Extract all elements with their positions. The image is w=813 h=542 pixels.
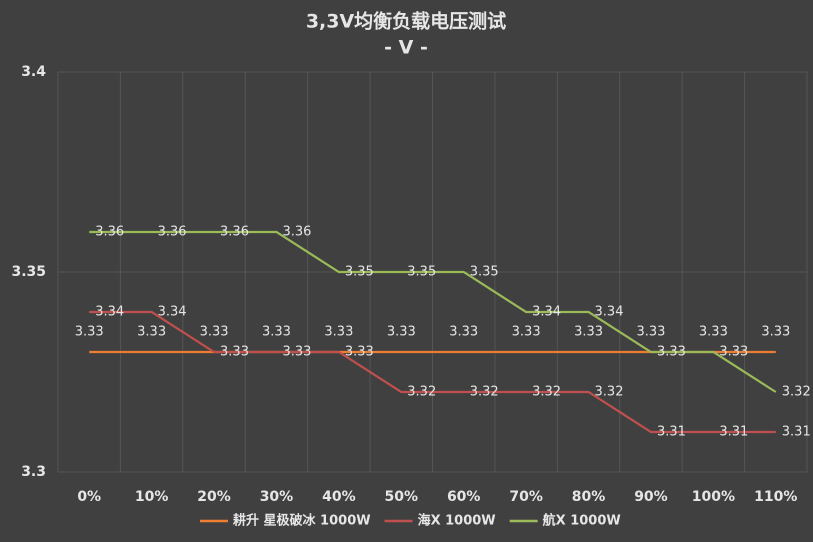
data-label: 3.33 [636,325,665,340]
data-label: 3.36 [158,225,187,240]
legend-label: 航X 1000W [543,513,621,529]
data-label: 3.31 [719,425,748,440]
data-label: 3.32 [595,385,624,400]
data-label: 3.35 [470,265,499,280]
data-label: 3.31 [657,425,686,440]
chart-subtitle: - V - [384,37,428,59]
data-label: 3.35 [345,265,374,280]
x-tick-label: 30% [260,489,294,505]
data-label: 3.32 [407,385,436,400]
x-tick-label: 40% [322,489,356,505]
data-label: 3.33 [324,325,353,340]
data-label: 3.33 [282,345,311,360]
data-label: 3.36 [95,225,124,240]
data-label: 3.33 [137,325,166,340]
series-line [89,230,777,393]
x-tick-label: 0% [77,489,101,505]
data-label: 3.32 [782,385,811,400]
data-label: 3.36 [220,225,249,240]
data-label: 3.33 [345,345,374,360]
data-label: 3.36 [282,225,311,240]
data-label: 3.34 [158,305,187,320]
y-tick-label: 3.35 [11,264,46,280]
y-tick-label: 3.3 [21,464,46,480]
x-tick-label: 80% [572,489,606,505]
legend-label: 耕升 星极破冰 1000W [233,513,371,529]
data-label: 3.33 [262,325,291,340]
x-tick-label: 90% [634,489,668,505]
data-label: 3.31 [782,425,811,440]
x-tick-label: 10% [135,489,169,505]
legend-label: 海X 1000W [418,513,496,529]
data-label: 3.33 [387,325,416,340]
data-label: 3.34 [95,305,124,320]
x-tick-label: 70% [509,489,543,505]
x-tick-label: 60% [447,489,481,505]
x-tick-label: 20% [197,489,231,505]
data-label: 3.33 [200,325,229,340]
data-label: 3.33 [220,345,249,360]
data-label: 3.33 [761,325,790,340]
data-label: 3.32 [470,385,499,400]
chart-title: 3,3V均衡负载电压测试 [306,10,506,33]
data-label: 3.33 [75,325,104,340]
y-tick-label: 3.4 [21,64,46,80]
data-label: 3.33 [512,325,541,340]
data-label: 3.34 [532,305,561,320]
x-tick-label: 110% [754,489,797,505]
series-line [89,310,776,434]
data-label: 3.32 [532,385,561,400]
x-tick-label: 100% [692,489,735,505]
x-tick-label: 50% [385,489,419,505]
data-label: 3.34 [595,305,624,320]
data-label: 3.33 [574,325,603,340]
data-label: 3.33 [699,325,728,340]
data-label: 3.35 [407,265,436,280]
data-label: 3.33 [719,345,748,360]
data-label: 3.33 [449,325,478,340]
data-label: 3.33 [657,345,686,360]
